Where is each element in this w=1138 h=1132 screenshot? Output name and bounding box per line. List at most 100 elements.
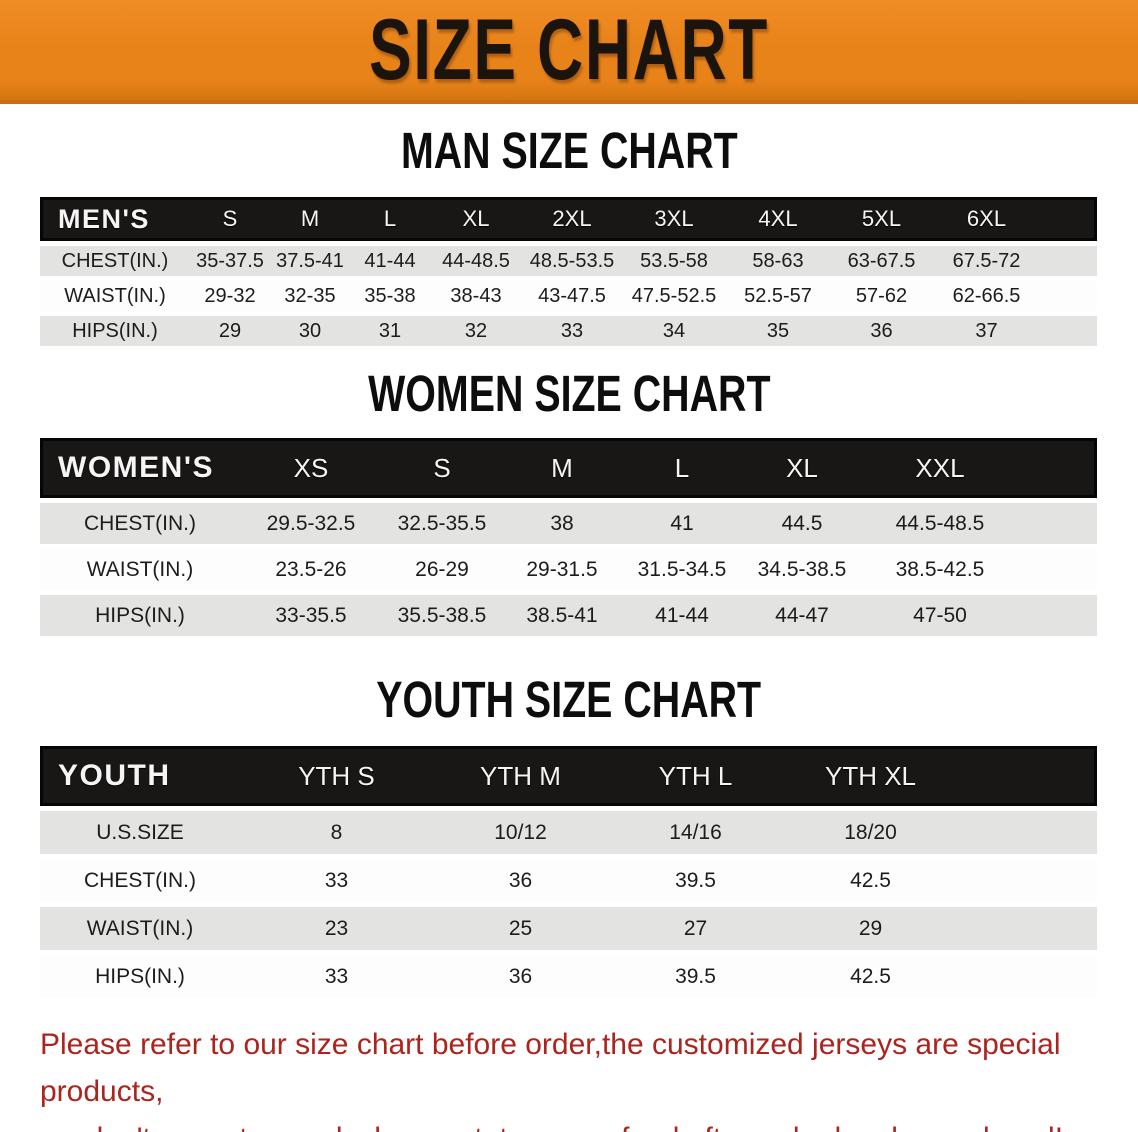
youth-row-filler <box>958 907 1097 950</box>
men-row-filler <box>1040 316 1097 346</box>
youth-size-value: 23 <box>240 907 433 950</box>
women-size-value: 44-47 <box>742 595 862 636</box>
women-row-filler <box>1018 503 1097 544</box>
men-column-header: M <box>270 197 350 241</box>
women-size-value: 34.5-38.5 <box>742 549 862 590</box>
youth-row-label: CHEST(IN.) <box>40 859 240 902</box>
men-header-filler <box>1040 197 1097 241</box>
youth-size-value: 14/16 <box>608 811 783 854</box>
youth-size-value: 39.5 <box>608 955 783 998</box>
women-column-header: XXL <box>862 438 1018 498</box>
women-row-label: HIPS(IN.) <box>40 595 240 636</box>
men-column-header: S <box>190 197 270 241</box>
men-size-value: 34 <box>622 316 726 346</box>
women-size-value: 29-31.5 <box>502 549 622 590</box>
youth-row-filler <box>958 859 1097 902</box>
women-row-filler <box>1018 595 1097 636</box>
footer-line-1: Please refer to our size chart before or… <box>40 1028 1061 1108</box>
youth-measurement-row: U.S.SIZE 8 10/12 14/16 18/20 <box>40 811 1097 854</box>
men-measurement-row: HIPS(IN.) 29 30 31 32 33 34 35 36 37 <box>40 316 1097 346</box>
youth-section-title-text: YOUTH SIZE CHART <box>376 672 762 729</box>
men-column-header: 3XL <box>622 197 726 241</box>
men-size-value: 41-44 <box>350 246 430 276</box>
youth-size-value: 42.5 <box>783 859 958 902</box>
youth-size-value: 25 <box>433 907 608 950</box>
women-size-value: 33-35.5 <box>240 595 382 636</box>
men-row-filler <box>1040 246 1097 276</box>
youth-size-section: YOUTH SIZE CHART YOUTH YTH S YTH M YTH L YTH… <box>0 672 1138 1003</box>
women-size-value: 47-50 <box>862 595 1018 636</box>
banner: SIZE CHART <box>0 0 1138 104</box>
men-size-value: 33 <box>522 316 622 346</box>
women-section-title-text: WOMEN SIZE CHART <box>367 366 771 423</box>
women-column-header: M <box>502 438 622 498</box>
youth-size-value: 39.5 <box>608 859 783 902</box>
women-column-header: S <box>382 438 502 498</box>
men-size-value: 32-35 <box>270 281 350 311</box>
women-size-value: 32.5-35.5 <box>382 503 502 544</box>
women-header-row: WOMEN'S XS S M L XL XXL <box>40 438 1097 498</box>
men-size-value: 43-47.5 <box>522 281 622 311</box>
women-section-title: WOMEN SIZE CHART <box>0 366 1138 423</box>
youth-header-filler <box>958 746 1097 806</box>
women-size-value: 41-44 <box>622 595 742 636</box>
men-measurement-row: CHEST(IN.) 35-37.5 37.5-41 41-44 44-48.5 48.5… <box>40 246 1097 276</box>
youth-size-value: 29 <box>783 907 958 950</box>
youth-size-value: 27 <box>608 907 783 950</box>
men-measurement-row: WAIST(IN.) 29-32 32-35 35-38 38-43 43-47.5 47.… <box>40 281 1097 311</box>
men-row-label: WAIST(IN.) <box>40 281 190 311</box>
men-size-value: 48.5-53.5 <box>522 246 622 276</box>
women-size-value: 29.5-32.5 <box>240 503 382 544</box>
footer-line-2: we don't accept cancel, change, teturn o… <box>40 1115 1100 1132</box>
youth-size-value: 42.5 <box>783 955 958 998</box>
women-measurement-row: CHEST(IN.) 29.5-32.5 32.5-35.5 38 41 44.5 44.5… <box>40 503 1097 544</box>
women-size-value: 38.5-41 <box>502 595 622 636</box>
men-size-value: 52.5-57 <box>726 281 830 311</box>
men-size-value: 57-62 <box>830 281 933 311</box>
women-size-table: WOMEN'S XS S M L XL XXL CHEST(IN.) 29.5-32.5 32.5… <box>40 433 1097 641</box>
youth-measurement-row: HIPS(IN.) 33 36 39.5 42.5 <box>40 955 1097 998</box>
men-size-value: 67.5-72 <box>933 246 1040 276</box>
youth-size-value: 36 <box>433 859 608 902</box>
men-size-value: 36 <box>830 316 933 346</box>
men-section-title-text: MAN SIZE CHART <box>400 123 738 180</box>
youth-column-header: YTH S <box>240 746 433 806</box>
men-column-header: XL <box>430 197 522 241</box>
men-size-value: 62-66.5 <box>933 281 1040 311</box>
women-measurement-row: HIPS(IN.) 33-35.5 35.5-38.5 38.5-41 41-44 44-… <box>40 595 1097 636</box>
youth-size-value: 33 <box>240 955 433 998</box>
youth-column-header: YTH XL <box>783 746 958 806</box>
men-size-value: 31 <box>350 316 430 346</box>
youth-size-table: YOUTH YTH S YTH M YTH L YTH XL U.S.SIZE 8 10/12… <box>40 741 1097 1003</box>
women-size-value: 38 <box>502 503 622 544</box>
women-column-header: XS <box>240 438 382 498</box>
men-size-value: 53.5-58 <box>622 246 726 276</box>
women-measurement-row: WAIST(IN.) 23.5-26 26-29 29-31.5 31.5-34.5 34… <box>40 549 1097 590</box>
men-size-value: 44-48.5 <box>430 246 522 276</box>
youth-column-header: YTH L <box>608 746 783 806</box>
youth-measurement-row: CHEST(IN.) 33 36 39.5 42.5 <box>40 859 1097 902</box>
men-size-value: 58-63 <box>726 246 830 276</box>
women-size-value: 38.5-42.5 <box>862 549 1018 590</box>
men-size-table: MEN'S S M L XL 2XL 3XL 4XL 5XL 6XL CHEST(IN.) 35-37… <box>40 192 1097 351</box>
youth-row-label: U.S.SIZE <box>40 811 240 854</box>
men-size-value: 35-37.5 <box>190 246 270 276</box>
women-size-value: 26-29 <box>382 549 502 590</box>
youth-column-header: YTH M <box>433 746 608 806</box>
men-size-value: 35 <box>726 316 830 346</box>
men-size-value: 29 <box>190 316 270 346</box>
men-column-header: 4XL <box>726 197 830 241</box>
size-charts: MAN SIZE CHART MEN'S S M L XL 2XL 3XL 4XL 5XL 6XL… <box>0 123 1138 1003</box>
women-column-header: L <box>622 438 742 498</box>
youth-row-filler <box>958 955 1097 998</box>
men-section-title: MAN SIZE CHART <box>0 123 1138 180</box>
men-size-value: 35-38 <box>350 281 430 311</box>
men-row-label: CHEST(IN.) <box>40 246 190 276</box>
youth-row-filler <box>958 811 1097 854</box>
women-row-label: WAIST(IN.) <box>40 549 240 590</box>
men-column-header: 2XL <box>522 197 622 241</box>
youth-size-value: 33 <box>240 859 433 902</box>
youth-size-value: 18/20 <box>783 811 958 854</box>
women-header-filler <box>1018 438 1097 498</box>
